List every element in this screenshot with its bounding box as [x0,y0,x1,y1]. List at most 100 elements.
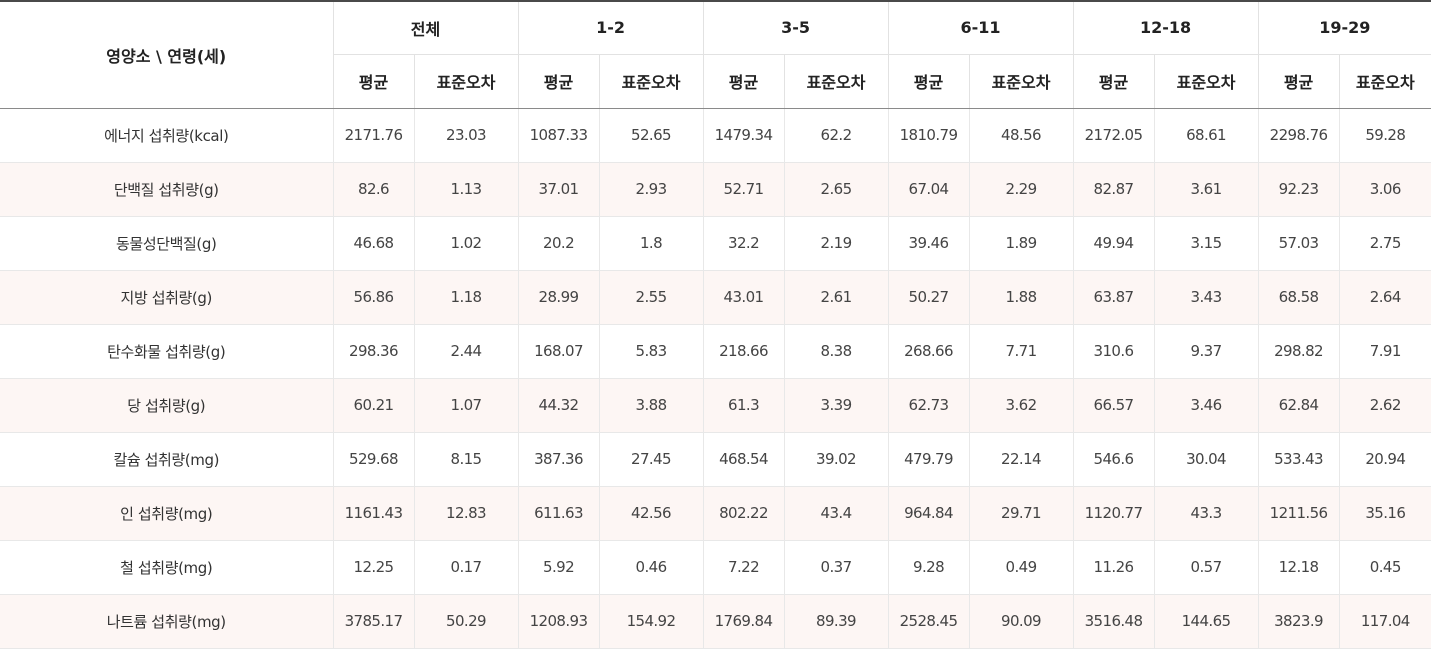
mean-cell: 1211.56 [1258,486,1340,541]
std-error-cell: 43.3 [1154,486,1259,541]
sub-header-mean: 평균 [1258,54,1340,109]
std-error-cell: 9.37 [1154,324,1259,379]
row-label: 인 섭취량(mg) [0,486,334,541]
mean-cell: 63.87 [1073,270,1155,325]
mean-cell: 1810.79 [888,108,970,163]
std-error-cell: 62.2 [784,108,889,163]
std-error-cell: 3.88 [599,378,704,433]
std-error-cell: 89.39 [784,594,889,649]
row-label: 당 섭취량(g) [0,378,334,433]
table-header: 영양소 \ 연령(세) 전체 1-2 3-5 6-11 12-18 19-29 … [0,0,1431,109]
sub-header-std-error: 표준오차 [414,54,519,109]
mean-cell: 533.43 [1258,432,1340,487]
std-error-cell: 0.17 [414,540,519,595]
mean-cell: 1479.34 [703,108,785,163]
std-error-cell: 0.46 [599,540,704,595]
mean-cell: 3785.17 [333,594,415,649]
mean-cell: 82.87 [1073,162,1155,217]
mean-cell: 3823.9 [1258,594,1340,649]
sub-header-mean: 평균 [888,54,970,109]
std-error-cell: 2.61 [784,270,889,325]
mean-cell: 60.21 [333,378,415,433]
std-error-cell: 7.91 [1339,324,1431,379]
std-error-cell: 0.49 [969,540,1074,595]
mean-cell: 1769.84 [703,594,785,649]
std-error-cell: 2.65 [784,162,889,217]
std-error-cell: 2.19 [784,216,889,271]
std-error-cell: 68.61 [1154,108,1259,163]
std-error-cell: 2.55 [599,270,704,325]
row-label: 단백질 섭취량(g) [0,162,334,217]
row-label: 탄수화물 섭취량(g) [0,324,334,379]
mean-cell: 50.27 [888,270,970,325]
mean-cell: 611.63 [518,486,600,541]
std-error-cell: 0.57 [1154,540,1259,595]
mean-cell: 268.66 [888,324,970,379]
group-header-age-12-18: 12-18 [1073,0,1259,55]
mean-cell: 92.23 [1258,162,1340,217]
mean-cell: 11.26 [1073,540,1155,595]
table-row: 인 섭취량(mg) 1161.43 12.83 611.63 42.56 802.22 43… [0,486,1431,541]
mean-cell: 66.57 [1073,378,1155,433]
group-header-age-1-2: 1-2 [518,0,704,55]
mean-cell: 964.84 [888,486,970,541]
mean-cell: 68.58 [1258,270,1340,325]
row-label: 철 섭취량(mg) [0,540,334,595]
std-error-cell: 39.02 [784,432,889,487]
mean-cell: 39.46 [888,216,970,271]
mean-cell: 82.6 [333,162,415,217]
std-error-cell: 20.94 [1339,432,1431,487]
std-error-cell: 2.62 [1339,378,1431,433]
std-error-cell: 154.92 [599,594,704,649]
mean-cell: 52.71 [703,162,785,217]
sub-header-mean: 평균 [518,54,600,109]
header-sub-row: 평균 표준오차 평균 표준오차 평균 표준오차 평균 표준오차 평균 표준오차 … [0,54,1431,109]
std-error-cell: 2.64 [1339,270,1431,325]
mean-cell: 2172.05 [1073,108,1155,163]
mean-cell: 12.18 [1258,540,1340,595]
mean-cell: 44.32 [518,378,600,433]
sub-header-std-error: 표준오차 [599,54,704,109]
std-error-cell: 2.75 [1339,216,1431,271]
row-label: 동물성단백질(g) [0,216,334,271]
group-header-age-6-11: 6-11 [888,0,1074,55]
std-error-cell: 1.88 [969,270,1074,325]
std-error-cell: 3.62 [969,378,1074,433]
std-error-cell: 48.56 [969,108,1074,163]
std-error-cell: 3.46 [1154,378,1259,433]
mean-cell: 546.6 [1073,432,1155,487]
mean-cell: 802.22 [703,486,785,541]
std-error-cell: 0.37 [784,540,889,595]
table-row: 철 섭취량(mg) 12.25 0.17 5.92 0.46 7.22 0.37 9.28 0.… [0,540,1431,595]
std-error-cell: 12.83 [414,486,519,541]
table-row: 단백질 섭취량(g) 82.6 1.13 37.01 2.93 52.71 2.65 67.0… [0,162,1431,217]
std-error-cell: 1.13 [414,162,519,217]
std-error-cell: 1.89 [969,216,1074,271]
mean-cell: 1087.33 [518,108,600,163]
mean-cell: 46.68 [333,216,415,271]
std-error-cell: 59.28 [1339,108,1431,163]
std-error-cell: 90.09 [969,594,1074,649]
std-error-cell: 1.02 [414,216,519,271]
std-error-cell: 3.39 [784,378,889,433]
row-label: 칼슘 섭취량(mg) [0,432,334,487]
std-error-cell: 35.16 [1339,486,1431,541]
table-row: 에너지 섭취량(kcal) 2171.76 23.03 1087.33 52.65 147… [0,108,1431,163]
mean-cell: 56.86 [333,270,415,325]
sub-header-std-error: 표준오차 [784,54,889,109]
std-error-cell: 2.44 [414,324,519,379]
std-error-cell: 42.56 [599,486,704,541]
std-error-cell: 3.61 [1154,162,1259,217]
mean-cell: 3516.48 [1073,594,1155,649]
header-group-row: 영양소 \ 연령(세) 전체 1-2 3-5 6-11 12-18 19-29 [0,0,1431,109]
mean-cell: 1161.43 [333,486,415,541]
table-body: 에너지 섭취량(kcal) 2171.76 23.03 1087.33 52.65 147… [0,108,1431,649]
std-error-cell: 52.65 [599,108,704,163]
std-error-cell: 43.4 [784,486,889,541]
row-label: 나트륨 섭취량(mg) [0,594,334,649]
mean-cell: 57.03 [1258,216,1340,271]
mean-cell: 298.36 [333,324,415,379]
std-error-cell: 1.8 [599,216,704,271]
mean-cell: 5.92 [518,540,600,595]
sub-header-std-error: 표준오차 [1339,54,1431,109]
